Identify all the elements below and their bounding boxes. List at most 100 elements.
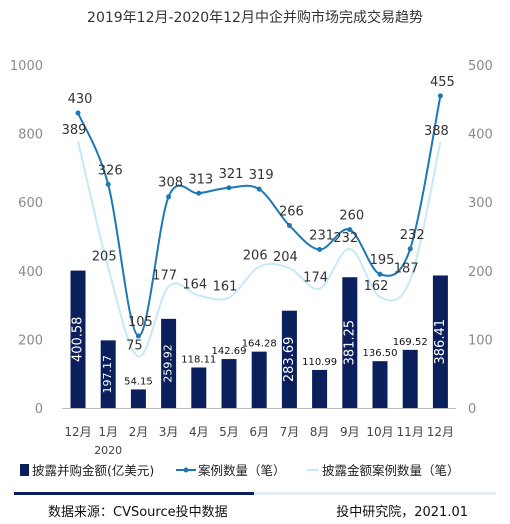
x-tick-label: 1月 (98, 425, 118, 439)
line-value-label: 266 (279, 205, 304, 220)
x-tick-label: 6月 (249, 425, 269, 439)
x-tick-label: 7月 (280, 425, 300, 439)
chart-svg: 2019年12月-2020年12月中企并购市场完成交易趋势 0 200 400 600 8… (10, 9, 493, 478)
line-point (407, 246, 413, 252)
x-tick-label: 11月 (397, 425, 424, 439)
y-left-tick-label: 200 (18, 333, 43, 348)
y-right-tick-label: 400 (468, 128, 493, 143)
bar-value-label: 118.11 (181, 354, 216, 365)
bar (432, 275, 448, 408)
line-value-label: 105 (128, 315, 153, 330)
line-value-label: 388 (424, 124, 449, 139)
line-value-label: 455 (430, 75, 455, 90)
line-value-label: 174 (303, 271, 328, 286)
bar-value-label: 400.58 (71, 317, 86, 363)
line-point (196, 190, 202, 196)
bar (281, 310, 297, 408)
y-left-tick-label: 1000 (10, 59, 43, 74)
x-tick-label: 12月 (427, 425, 454, 439)
bar (342, 277, 358, 408)
bar (251, 351, 267, 408)
line-value-label: 161 (213, 280, 238, 295)
legend-label: 案例数量（笔） (198, 463, 286, 478)
bar (312, 369, 328, 408)
y-left-tick-label: 800 (18, 128, 43, 143)
bar-value-label: 164.28 (242, 339, 277, 350)
y-left-tick-label: 600 (18, 196, 43, 211)
chart-title: 2019年12月-2020年12月中企并购市场完成交易趋势 (87, 9, 423, 26)
line-value-label: 231 (309, 229, 334, 244)
line-value-label: 232 (333, 231, 358, 246)
y-right-tick-label: 0 (468, 402, 476, 417)
line-value-label: 164 (182, 277, 207, 292)
line-value-label: 430 (68, 92, 93, 107)
footer-org: 投中研究院，2021.01 (336, 505, 468, 520)
line-value-label: 206 (243, 249, 268, 264)
y-left-tick-label: 0 (35, 402, 43, 417)
line-value-label: 326 (98, 163, 123, 178)
line-value-label: 313 (188, 172, 213, 187)
bar-value-label: 386.41 (433, 319, 448, 365)
bar (70, 270, 86, 408)
legend-label: 披露并购金额(亿美元) (32, 463, 154, 478)
line-value-label: 389 (62, 123, 87, 138)
line-series-case-count (77, 95, 442, 337)
line-value-label: 162 (364, 279, 389, 294)
y-right-tick-label: 500 (468, 59, 493, 74)
line-point (317, 247, 323, 253)
line-point (377, 271, 383, 277)
line-value-label: 177 (152, 269, 177, 284)
bar (221, 359, 237, 408)
bar (191, 367, 207, 408)
footer-source: 数据来源：CVSource投中数据 (48, 505, 228, 520)
x-tick-label: 2月 (129, 425, 149, 439)
x-tick-label: 5月 (219, 425, 239, 439)
x-tick-label: 3月 (159, 425, 179, 439)
line-point (286, 223, 292, 229)
bar (372, 361, 388, 408)
y-right-tick-label: 300 (468, 196, 493, 211)
line-point (437, 93, 443, 99)
line-value-label: 195 (370, 253, 395, 268)
line-series-disclosed-count (77, 140, 442, 358)
footer: 数据来源：CVSource投中数据 投中研究院，2021.01 (0, 492, 510, 524)
line-value-label: 232 (400, 228, 425, 243)
x-tick-label: 10月 (366, 425, 393, 439)
footer-divider (14, 492, 496, 495)
x-tick-label: 9月 (340, 425, 360, 439)
bar-value-label: 110.99 (302, 357, 337, 368)
legend-label: 披露金额案例数量（笔） (322, 463, 460, 478)
line-value-label: 204 (273, 250, 298, 265)
line-value-label: 260 (339, 209, 364, 224)
legend-swatch-point (183, 467, 189, 473)
x-tick-label: 8月 (310, 425, 330, 439)
bar-value-label: 259.92 (162, 344, 175, 383)
bar-value-label: 136.50 (363, 348, 398, 359)
y-right-tick-label: 200 (468, 265, 493, 280)
line-value-label: 308 (158, 176, 183, 191)
x-tick-label: 4月 (189, 425, 209, 439)
bar-value-label: 381.25 (342, 320, 357, 366)
bar-value-label: 197.17 (101, 355, 114, 394)
line-point (166, 194, 172, 200)
y-right-tick-label: 100 (468, 333, 493, 348)
line-point (75, 110, 81, 116)
x-tick-label: 12月 (64, 425, 91, 439)
line-value-label: 321 (219, 167, 244, 182)
bar-value-label: 54.15 (124, 376, 153, 387)
line-value-label: 187 (394, 262, 419, 277)
legend-swatch-bar (20, 464, 29, 476)
line-point (135, 333, 141, 339)
line-point (105, 181, 111, 187)
y-left-tick-label: 400 (18, 265, 43, 280)
bar-value-label: 142.69 (212, 346, 247, 357)
bar (100, 340, 116, 408)
bar (402, 349, 418, 408)
bar (130, 389, 146, 408)
line-value-label: 75 (126, 339, 143, 354)
line-point (347, 227, 353, 233)
line-value-label: 319 (249, 168, 274, 183)
line-point (256, 186, 262, 192)
line-value-label: 205 (92, 249, 117, 264)
